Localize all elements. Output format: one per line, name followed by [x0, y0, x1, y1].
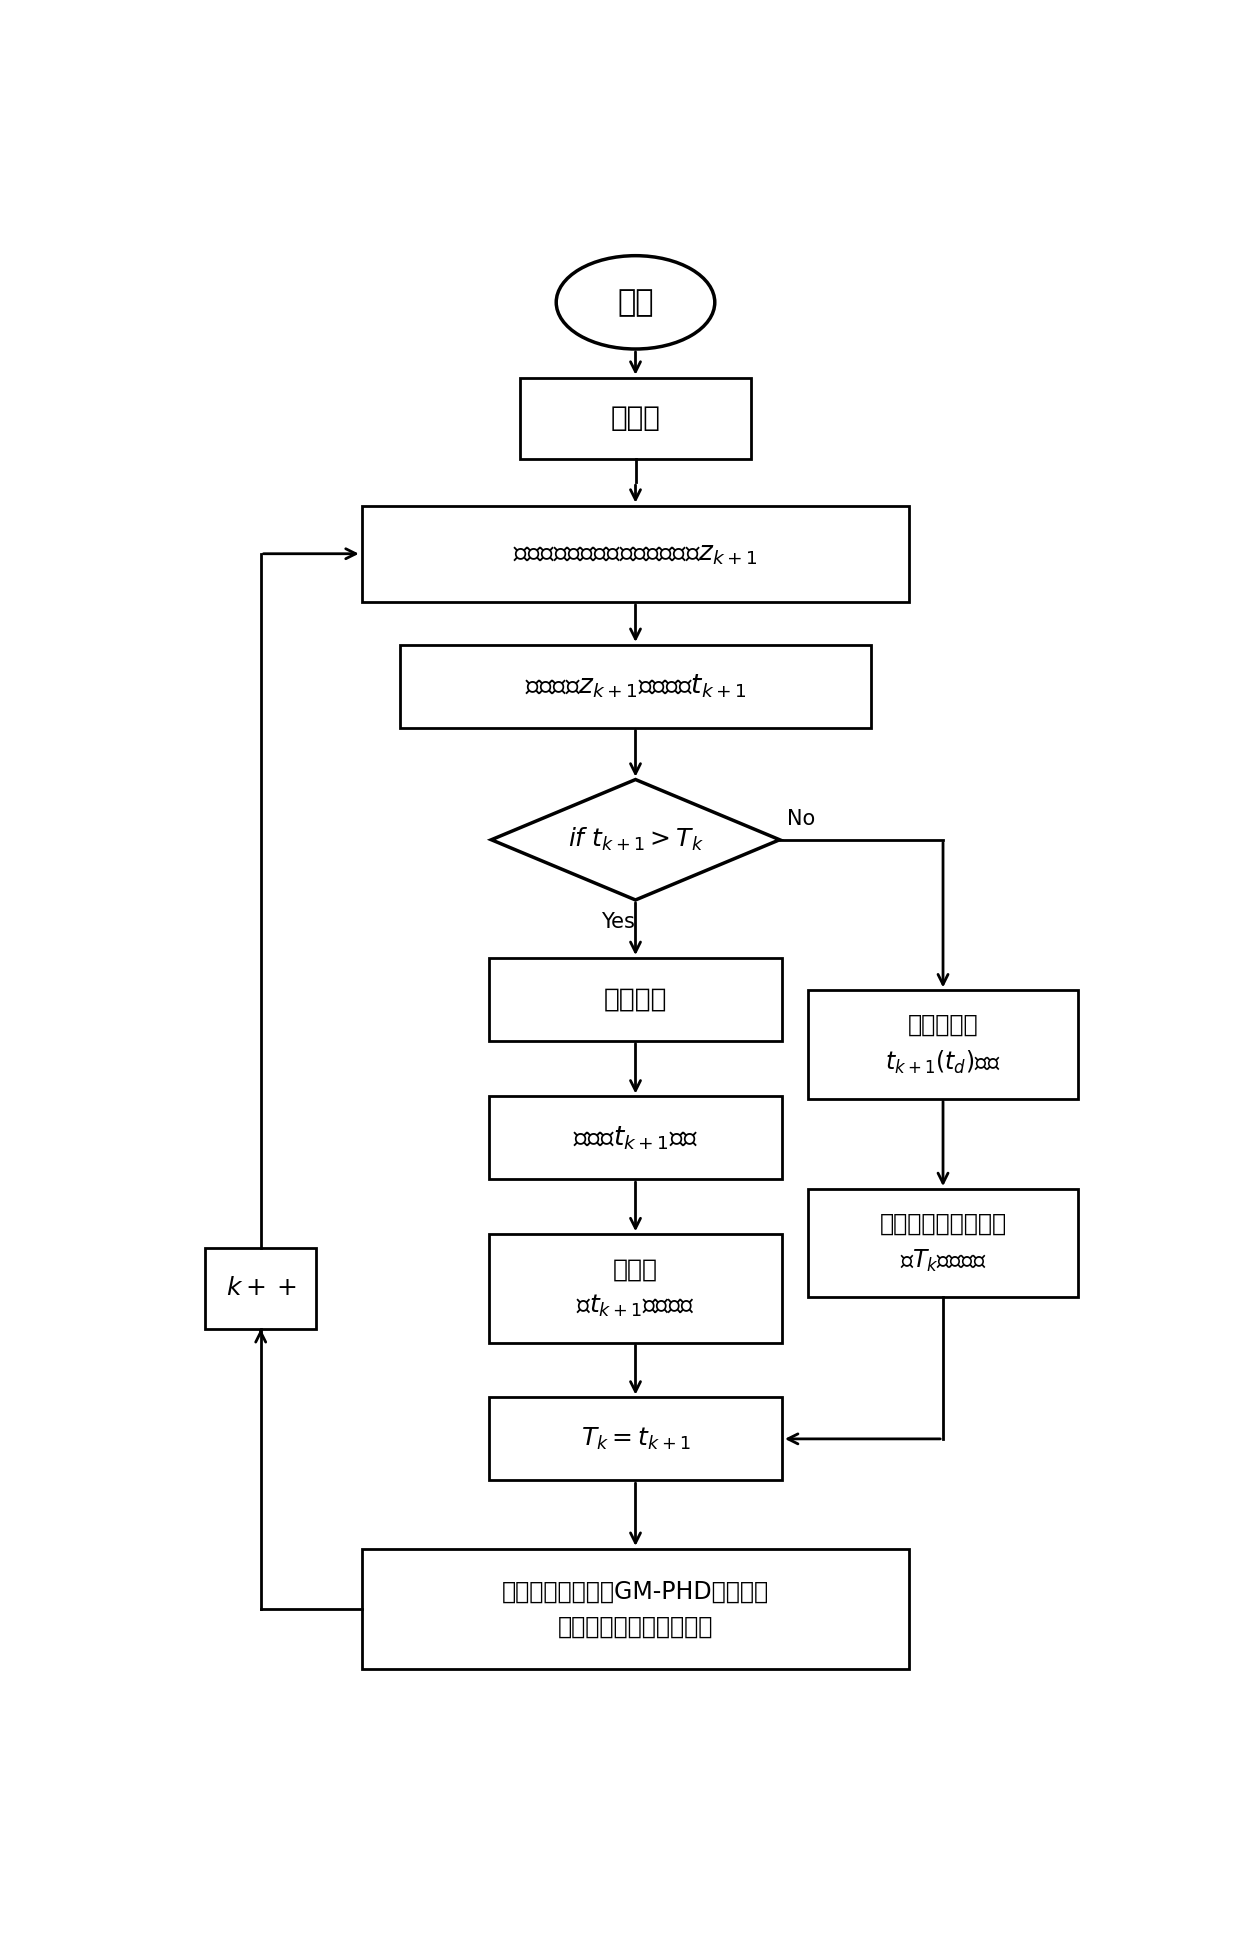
Text: $if\ t_{k+1}>T_k$: $if\ t_{k+1}>T_k$ [568, 827, 703, 852]
Bar [521, 377, 751, 459]
Bar [206, 1247, 316, 1329]
Text: 后向预测至
$t_{k+1}(t_d)$时刻: 后向预测至 $t_{k+1}(t_d)$时刻 [885, 1013, 1001, 1077]
Text: 初始化: 初始化 [610, 405, 661, 432]
Bar [489, 1398, 782, 1480]
Bar [808, 1189, 1078, 1298]
Bar [362, 506, 909, 602]
Bar [489, 958, 782, 1040]
Text: 剪枝合并: 剪枝合并 [604, 987, 667, 1013]
Text: $T_k=t_{k+1}$: $T_k=t_{k+1}$ [580, 1425, 691, 1453]
Text: 适时输出当前时刻GM-PHD跟踪结果
（目标个数及状态提取）: 适时输出当前时刻GM-PHD跟踪结果 （目标个数及状态提取） [502, 1580, 769, 1638]
Bar [401, 645, 870, 727]
Bar [489, 1234, 782, 1343]
Text: 预测至$t_{k+1}$时刻: 预测至$t_{k+1}$时刻 [573, 1124, 698, 1151]
Text: 开始: 开始 [618, 287, 653, 317]
Text: No: No [787, 809, 816, 829]
Text: 获取量测$z_{k+1}$的时间戳$t_{k+1}$: 获取量测$z_{k+1}$的时间戳$t_{k+1}$ [525, 673, 746, 700]
Text: Yes: Yes [601, 911, 635, 933]
Bar [362, 1548, 909, 1670]
Bar [489, 1097, 782, 1179]
Bar [808, 991, 1078, 1099]
Text: 获取下一个到达融合中心量测的$z_{k+1}$: 获取下一个到达融合中心量测的$z_{k+1}$ [513, 542, 758, 567]
Text: 一步滞后量测更新，
得$T_k$时刻状态: 一步滞后量测更新， 得$T_k$时刻状态 [879, 1212, 1007, 1275]
Text: 更新，
得$t_{k+1}$时刻状态: 更新， 得$t_{k+1}$时刻状态 [577, 1257, 694, 1320]
Text: $k++$: $k++$ [226, 1277, 296, 1300]
